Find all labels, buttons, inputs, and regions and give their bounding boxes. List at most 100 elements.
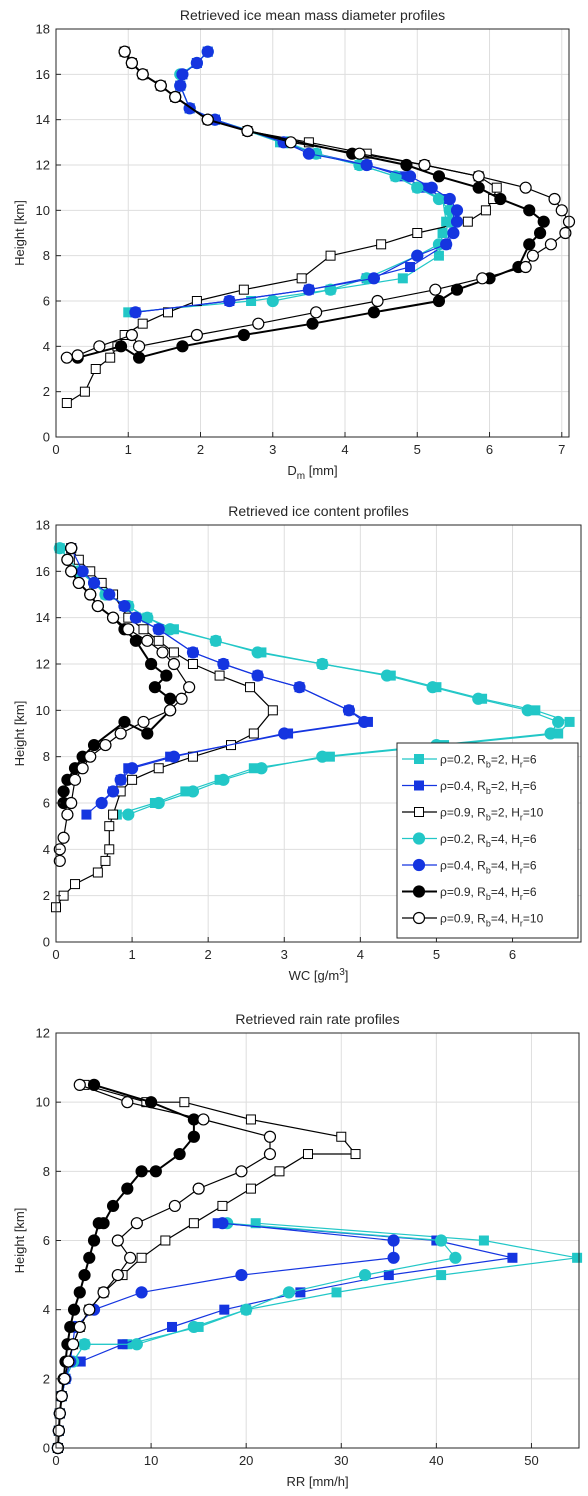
rr-xtick-label-2: 20 xyxy=(239,1453,253,1468)
wc-series-3-point-13 xyxy=(521,704,534,717)
legend-label-6-pre: ρ=0.9, R xyxy=(440,912,486,926)
wc-xlabel-rest: ] xyxy=(345,968,349,983)
dm-series-2-point-13 xyxy=(480,205,491,216)
wc-series-4-point-12 xyxy=(358,715,371,729)
rr-series-6-point-8 xyxy=(83,1303,96,1316)
dm-series-6-point-17 xyxy=(526,249,539,262)
wc-series-6-point-8 xyxy=(141,634,154,647)
rr-series-3-point-13 xyxy=(435,1234,448,1247)
wc-ytick-label-3: 6 xyxy=(43,796,50,811)
rr-series-5-point-9 xyxy=(73,1286,86,1299)
rr-series-3-point-10 xyxy=(282,1286,296,1299)
dm-series-6-point-12 xyxy=(548,192,561,206)
dm-series-6-point-28 xyxy=(71,349,84,362)
dm-series-1-point-15 xyxy=(405,262,416,272)
wc-ytick-label-7: 14 xyxy=(36,610,50,625)
rr-chart-title: Retrieved rain rate profiles xyxy=(235,1011,399,1027)
wc-series-4-point-7 xyxy=(186,646,200,659)
rr-series-1-point-8 xyxy=(167,1321,178,1332)
dm-series-6-point-0 xyxy=(118,45,131,58)
rr-series-6-point-1 xyxy=(52,1424,65,1437)
dm-series-5-point-21 xyxy=(306,317,319,330)
wc-chart-title: Retrieved ice content profiles xyxy=(228,503,409,519)
legend-label-0-sub2: r xyxy=(520,760,523,770)
wc-series-5-point-16 xyxy=(87,738,101,752)
dm-series-5-point-19 xyxy=(432,294,446,308)
rr-series-5-point-14 xyxy=(97,1217,110,1230)
wc-series-6-point-2 xyxy=(65,565,78,578)
legend-label-6: ρ=0.9, Rb=4, Hr=10 xyxy=(440,912,544,929)
dm-series-6-point-4 xyxy=(169,90,182,104)
wc-ytick-label-4: 8 xyxy=(43,749,50,764)
rr-series-3-point-7 xyxy=(130,1338,143,1351)
rr-xlabel-main: RR [mm/h] xyxy=(286,1474,348,1489)
wc-series-6-point-7 xyxy=(122,623,135,636)
rr-series-3-point-11 xyxy=(358,1268,372,1282)
dm-series-4-point-2 xyxy=(176,68,189,81)
rr-series-2-point-17 xyxy=(302,1149,313,1160)
wc-y-axis-label: Height [km] xyxy=(12,701,27,767)
legend-label-3-pre: ρ=0.2, R xyxy=(440,832,486,846)
dm-series-2-point-19 xyxy=(238,284,249,295)
wc-ytick-label-5: 10 xyxy=(36,703,50,718)
rr-series-1-point-11 xyxy=(383,1270,394,1281)
rr-xtick-label-4: 40 xyxy=(429,1453,443,1468)
legend-marker-0 xyxy=(414,754,424,764)
legend-label-6-sub1: b xyxy=(486,919,491,929)
wc-series-6-point-9 xyxy=(156,646,169,659)
legend-label-3: ρ=0.2, Rb=4, Hr=6 xyxy=(440,832,537,849)
legend-label-1-sub2: r xyxy=(520,786,523,796)
rr-series-group xyxy=(51,1078,583,1455)
rr-ytick-label-6: 12 xyxy=(36,1026,50,1041)
rr-series-3-point-6 xyxy=(78,1338,91,1351)
wc-series-6-point-22 xyxy=(57,831,70,844)
wc-series-4-point-1 xyxy=(76,565,89,578)
dm-series-6-point-11 xyxy=(519,181,532,194)
wc-xtick-label-1: 1 xyxy=(128,947,135,962)
dm-series-0-point-17 xyxy=(246,296,257,306)
dm-series-6-point-22 xyxy=(310,306,323,319)
rr-ytick-label-4: 8 xyxy=(43,1164,50,1179)
wc-series-2-point-24 xyxy=(70,879,81,890)
dm-xlabel-rest: [mm] xyxy=(305,463,338,478)
dm-series-2-point-18 xyxy=(296,273,307,284)
dm-y-axis-label: Height [km] xyxy=(12,200,27,266)
wc-series-0-point-14 xyxy=(564,716,575,727)
wc-series-3-point-10 xyxy=(380,669,394,682)
legend-label-1-mid: =2, H xyxy=(491,779,520,793)
wc-series-2-point-21 xyxy=(104,844,115,855)
wc-series-2-point-8 xyxy=(168,647,179,658)
wc-series-2-point-19 xyxy=(108,809,119,820)
wc-series-6-point-21 xyxy=(61,808,74,821)
dm-series-4-point-12 xyxy=(450,204,464,217)
rr-series-5-point-8 xyxy=(67,1303,81,1316)
dm-plot-area xyxy=(56,29,569,437)
wc-series-3-point-19 xyxy=(217,773,230,786)
wc-series-4-point-9 xyxy=(251,669,264,682)
wc-series-3-point-12 xyxy=(472,692,485,705)
dm-series-6-point-29 xyxy=(60,351,73,364)
wc-series-3-point-17 xyxy=(316,750,329,763)
dm-xtick-label-5: 5 xyxy=(414,442,421,457)
dm-series-6-point-8 xyxy=(353,147,366,160)
dm-series-5-point-10 xyxy=(472,181,485,194)
wc-xlabel-sup: 3 xyxy=(339,967,345,978)
dm-series-6-point-1 xyxy=(125,56,138,70)
wc-series-6-point-0 xyxy=(65,542,78,555)
rr-series-3-point-8 xyxy=(187,1320,200,1334)
dm-ytick-label-7: 14 xyxy=(36,112,50,127)
legend-label-0-sub1: b xyxy=(486,760,491,770)
legend-marker-1 xyxy=(414,780,424,791)
rr-ytick-label-3: 6 xyxy=(43,1233,50,1248)
legend-label-6-mid: =4, H xyxy=(491,912,520,926)
dm-series-2-point-17 xyxy=(325,250,336,261)
dm-series-6-point-18 xyxy=(519,260,532,274)
legend-label-2-sub2: r xyxy=(520,813,523,823)
legend-label-2-sub1: b xyxy=(486,813,491,823)
rr-series-6-point-6 xyxy=(67,1338,80,1351)
dm-ytick-label-0: 0 xyxy=(43,430,50,445)
wc-xtick-label-5: 5 xyxy=(433,947,440,962)
wc-series-2-point-11 xyxy=(245,682,256,693)
dm-xlabel-main: D xyxy=(287,463,296,478)
rr-ytick-label-1: 2 xyxy=(43,1371,50,1386)
